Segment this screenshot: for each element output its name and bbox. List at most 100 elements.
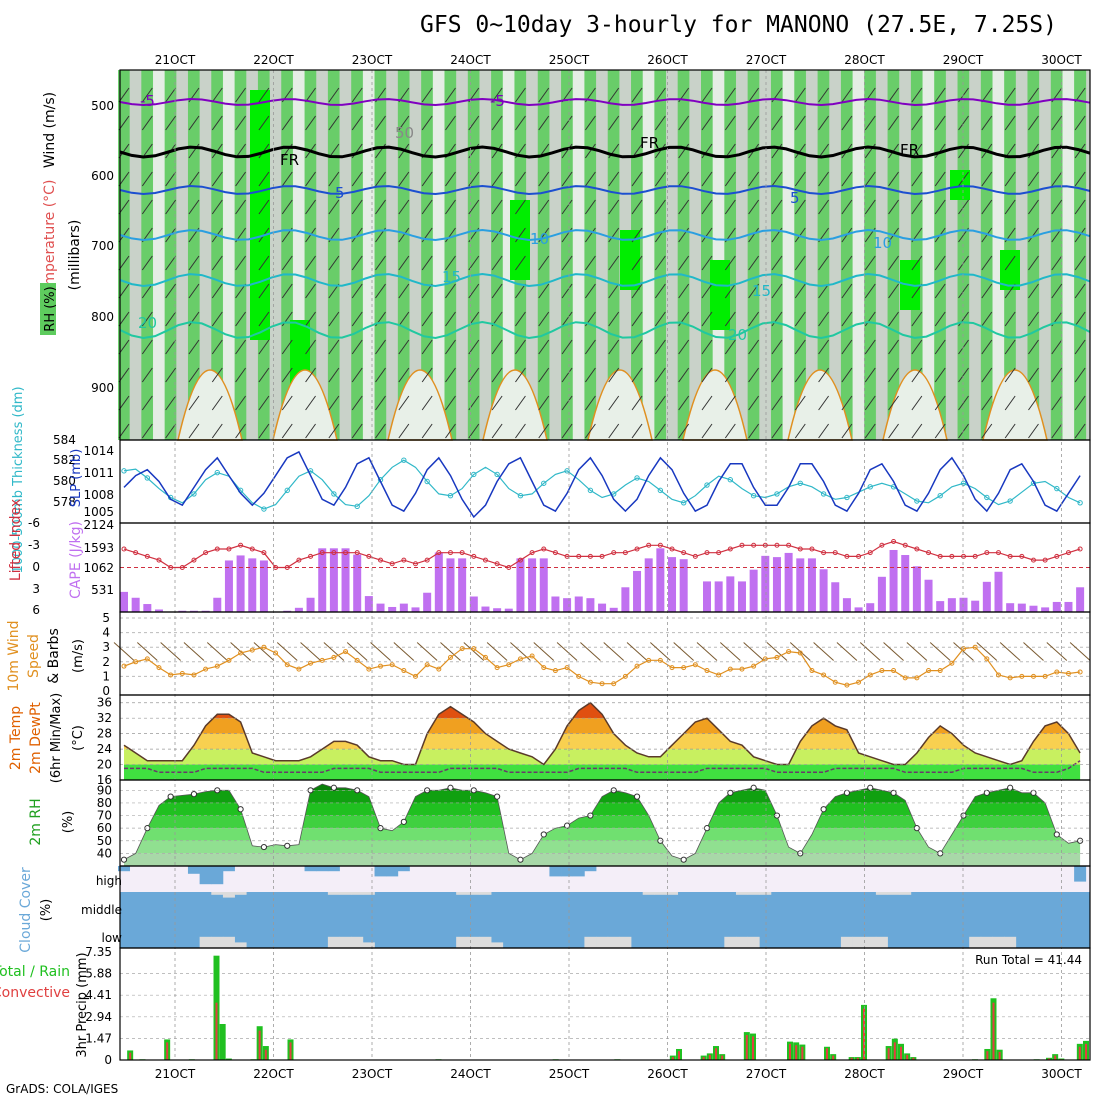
wind-speed-point (984, 656, 990, 662)
wind-barb (654, 367, 666, 383)
thickness-point (144, 475, 151, 481)
wind-speed-point (541, 665, 547, 671)
wind-barb (561, 143, 573, 159)
cloud-cover-label: Cloud Cover (18, 867, 34, 953)
precip-convective-bar (906, 1054, 909, 1060)
wind-barb (608, 227, 620, 243)
wind-barb (398, 311, 410, 327)
wind-speed-point (168, 672, 174, 678)
wind-barb (211, 395, 223, 411)
wind-speed-point (786, 649, 792, 655)
wind-speed-point (354, 657, 360, 663)
wind-barb (1051, 339, 1063, 355)
cape-bar (598, 603, 607, 612)
rh-band (666, 70, 679, 440)
wind-barb (1074, 339, 1086, 355)
rh-band (456, 70, 469, 440)
wind-speed-point (1065, 670, 1071, 676)
wind-barb (235, 423, 247, 439)
minmax-label: (6hr Min/Max) (49, 693, 64, 783)
lifted-index-point (1077, 546, 1083, 552)
date-label-bottom: 21OCT (155, 1067, 196, 1081)
wind-barb (958, 255, 969, 271)
wind10-barbs-label: & Barbs (46, 628, 62, 684)
wind-speed-point (996, 672, 1001, 678)
rh-band (187, 70, 200, 440)
date-label-bottom: 28OCT (844, 1067, 885, 1081)
cape-bar (668, 557, 677, 612)
cloud-unit-label: (%) (39, 899, 54, 922)
wind-barb (141, 255, 153, 271)
cloud-high-bar (211, 866, 224, 885)
wind-barb (631, 171, 643, 187)
rh-point (1007, 784, 1014, 791)
precip-convective-bar (129, 1052, 132, 1060)
wind-barb (1004, 87, 1016, 103)
wind-barb (491, 171, 503, 187)
thickness-point (517, 493, 524, 499)
thickness-point (261, 506, 267, 512)
lifted-index-point (879, 542, 885, 548)
cape-bar (994, 571, 1003, 612)
wind-barb (1051, 255, 1063, 271)
wind10-speed-label: Speed (26, 634, 42, 678)
wind-barb (584, 199, 596, 215)
wind-barb (421, 367, 433, 383)
date-label-bottom: 26OCT (647, 1067, 688, 1081)
wind-barb (701, 87, 713, 103)
wind-barb (398, 395, 410, 411)
cape-bar (609, 607, 618, 612)
wind-barb (771, 395, 783, 411)
warm-dome (587, 369, 653, 441)
rh-band (386, 70, 399, 440)
rh-moist-streak (710, 260, 730, 330)
chart-title: GFS 0~10day 3-hourly for MANONO (27.5E, … (420, 12, 1057, 38)
run-total-label: Run Total = 41.44 (975, 953, 1082, 967)
wind-barb (678, 143, 690, 159)
rh-band (1039, 70, 1052, 440)
lifted-index-point (646, 542, 652, 548)
wind-speed-point (739, 666, 745, 672)
wind-barb (841, 339, 853, 355)
cloud-mid-bar (735, 892, 748, 895)
contour-20 (119, 320, 1091, 340)
wind-barb (118, 423, 130, 439)
cape-bar (213, 597, 222, 612)
wind-barb (515, 171, 526, 187)
rh-band (1062, 70, 1075, 440)
lifted-index-point (774, 542, 780, 548)
wind-barb (421, 171, 433, 187)
wind-barb (561, 199, 573, 215)
wind-barb (584, 143, 596, 159)
wind-barb (258, 199, 270, 215)
precip-axis-label: 3hr Precip (mm) (75, 952, 90, 1057)
wind-barb (794, 87, 806, 103)
thickness-point (564, 468, 570, 474)
cloud-mid-bar (456, 892, 469, 895)
cloud-high-bar (1074, 866, 1087, 882)
wind-barb (235, 87, 247, 103)
rh-point (120, 856, 128, 863)
rh-band (992, 70, 1005, 440)
wind-speed-point (179, 670, 185, 676)
wind-barb (188, 255, 200, 271)
wind-barb (468, 115, 480, 131)
cloud-mid-bar (654, 892, 667, 895)
wind-speed-point (413, 673, 418, 679)
cape-bar (877, 576, 886, 612)
wind-speed-point (133, 659, 139, 665)
rh-band (724, 70, 737, 440)
temp-tick-label: 32 (97, 711, 112, 725)
wind-barb (281, 199, 293, 215)
wind-barb (375, 115, 386, 131)
wind-barb (328, 367, 340, 383)
wind-barb (678, 283, 690, 299)
precip-convective-bar (789, 1043, 791, 1060)
wind-barb (468, 255, 480, 271)
wind-barb (351, 115, 363, 131)
lifted-index-point (669, 546, 675, 552)
wind-barb (818, 115, 830, 131)
wind-barb-10m (719, 642, 741, 661)
wind-tick-label: 4 (102, 626, 110, 640)
